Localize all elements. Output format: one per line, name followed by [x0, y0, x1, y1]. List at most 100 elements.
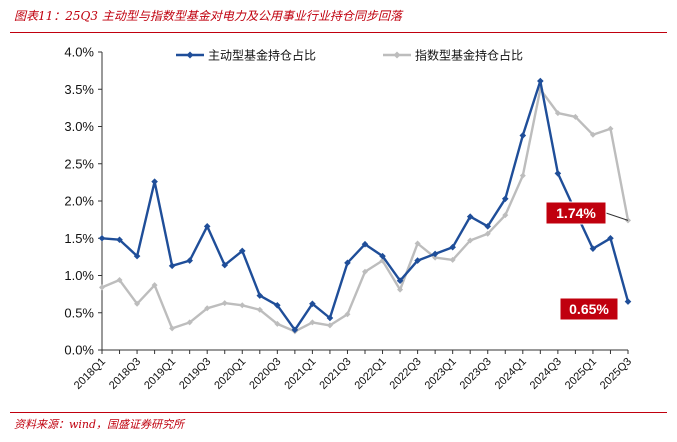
y-axis: 0.0% 0.5% 1.0% 1.5% 2.0% 2.5% 3.0% 3.5% 4.0%: [64, 45, 103, 358]
data-point: [397, 286, 404, 293]
data-point: [502, 212, 509, 219]
data-point: [432, 254, 439, 261]
data-point: [256, 306, 263, 313]
data-point: [624, 298, 632, 305]
x-tick-label: 2019Q1: [142, 356, 178, 392]
data-point: [98, 234, 106, 242]
data-point: [589, 131, 596, 138]
y-tick-label: 1.5%: [64, 231, 94, 246]
callout-1-74pct: 1.74%: [545, 201, 629, 225]
data-point: [204, 305, 211, 312]
callout-box: [559, 297, 619, 321]
series-active: [98, 77, 632, 334]
data-point: [344, 311, 351, 318]
data-point: [449, 243, 456, 251]
source-rule: [10, 412, 667, 413]
legend-swatch-marker: [393, 51, 401, 59]
data-point: [203, 223, 211, 230]
data-point: [607, 125, 614, 132]
data-point: [449, 256, 456, 263]
data-point: [221, 300, 228, 307]
data-point: [554, 110, 561, 117]
legend: 主动型基金持仓占比 指数型基金持仓占比: [176, 48, 523, 63]
data-point: [274, 302, 281, 309]
x-tick-label: 2020Q3: [247, 356, 283, 392]
data-point: [431, 250, 439, 258]
data-point: [186, 319, 193, 326]
callout-0-65pct: 0.65%: [559, 297, 619, 321]
x-tick-label: 2022Q1: [352, 356, 388, 392]
title-rule: [10, 32, 667, 33]
legend-item-active: 主动型基金持仓占比: [176, 48, 316, 63]
y-tick-label: 3.5%: [64, 82, 94, 97]
data-point: [572, 113, 579, 120]
y-tick-label: 2.5%: [64, 156, 94, 171]
data-point: [309, 300, 316, 308]
legend-item-index: 指数型基金持仓占比: [383, 48, 523, 63]
data-point: [134, 300, 141, 307]
legend-label: 主动型基金持仓占比: [208, 48, 316, 63]
data-point: [238, 247, 246, 255]
data-point: [186, 257, 193, 264]
x-tick-label: 2019Q3: [177, 356, 213, 392]
data-point: [484, 223, 492, 230]
data-point: [239, 302, 246, 309]
data-point: [326, 322, 333, 329]
y-tick-label: 0.0%: [64, 343, 94, 358]
data-point: [274, 320, 281, 327]
y-tick-label: 3.0%: [64, 119, 94, 134]
x-tick-label: 2021Q3: [317, 356, 353, 392]
callout-label: 1.74%: [556, 205, 596, 221]
x-tick-label: 2018Q3: [107, 356, 143, 392]
y-tick-label: 1.0%: [64, 268, 94, 283]
x-tick-label: 2024Q1: [493, 356, 529, 392]
data-point: [221, 261, 229, 269]
series-index: [99, 86, 631, 335]
data-point: [256, 292, 264, 299]
x-tick-label: 2018Q1: [72, 356, 108, 392]
data-point: [168, 262, 176, 270]
data-point: [519, 172, 526, 179]
data-point: [309, 319, 316, 326]
data-point: [169, 325, 176, 332]
data-point: [99, 284, 105, 291]
data-point: [396, 277, 404, 285]
x-tick-label: 2025Q1: [563, 356, 599, 392]
x-tick-label: 2025Q3: [598, 356, 634, 392]
data-point: [361, 240, 369, 248]
data-point: [362, 268, 368, 275]
data-point: [116, 276, 123, 283]
callout-leader: [605, 212, 629, 221]
data-point: [291, 326, 299, 334]
x-tick-label: 2024Q3: [528, 356, 564, 392]
data-point: [484, 230, 491, 237]
legend-label: 指数型基金持仓占比: [415, 48, 523, 63]
data-point: [501, 195, 509, 203]
x-tick-label: 2022Q3: [388, 356, 424, 392]
data-point: [414, 257, 421, 264]
data-point: [466, 213, 474, 220]
figure-title: 图表11：25Q3 主动型与指数型基金对电力及公用事业行业持仓同步回落: [14, 9, 402, 23]
data-point: [116, 236, 123, 244]
data-point: [133, 252, 141, 260]
legend-swatch-marker: [186, 51, 194, 59]
data-point: [467, 237, 474, 244]
callout-box: [545, 201, 607, 225]
y-tick-label: 0.5%: [64, 305, 94, 320]
data-point: [607, 234, 614, 242]
y-tick-label: 2.0%: [64, 194, 94, 209]
figure-source: 资料来源：wind，国盛证券研究所: [14, 418, 185, 431]
data-point: [414, 240, 421, 247]
x-tick-label: 2020Q1: [212, 356, 248, 392]
callouts: 1.74% 0.65%: [545, 201, 629, 321]
series-layer: [98, 77, 632, 335]
data-point: [589, 245, 597, 252]
data-point: [344, 259, 351, 267]
y-tick-label: 4.0%: [64, 45, 94, 60]
data-point: [151, 282, 158, 289]
x-tick-label: 2023Q1: [423, 356, 459, 392]
x-tick-label: 2023Q3: [458, 356, 494, 392]
data-point: [326, 314, 334, 322]
